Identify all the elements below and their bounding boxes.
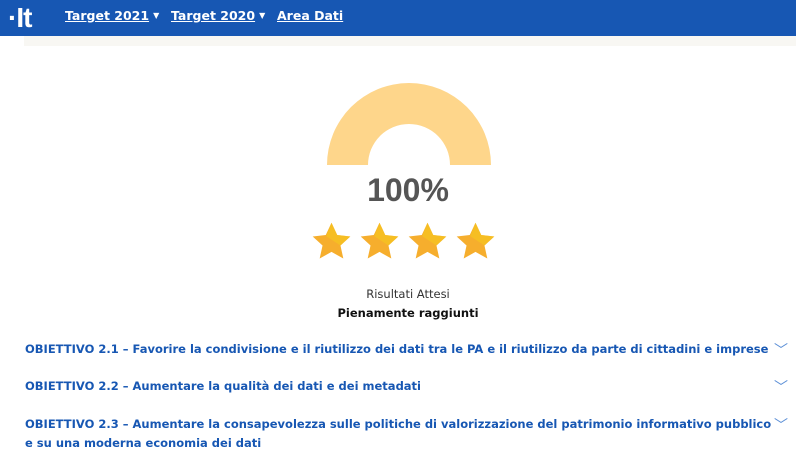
star-rating [310,220,497,263]
objective-accordion-2-2[interactable]: OBIETTIVO 2.2 – Aumentare la qualità dei… [25,377,775,396]
content-top-strip [24,36,796,46]
objective-accordion-2-1[interactable]: OBIETTIVO 2.1 – Favorire la condivisione… [25,340,775,359]
objective-label: OBIETTIVO 2.3 – Aumentare la consapevole… [25,417,772,450]
star-icon [456,222,495,259]
gauge-fill [327,83,491,165]
chevron-down-icon[interactable]: ﹀ [774,380,788,396]
nav-target-2021[interactable]: Target 2021 ▼ [65,8,159,23]
chevron-down-icon[interactable]: ﹀ [774,343,788,359]
star-icon [408,222,447,259]
result-status: Pienamente raggiunti [337,306,479,320]
caret-down-icon: ▼ [153,11,160,20]
result-title: Risultati Attesi [366,287,450,301]
objective-accordion-2-3[interactable]: OBIETTIVO 2.3 – Aumentare la consapevole… [25,415,775,453]
nav-label: Target 2020 [171,8,256,23]
nav-target-2020[interactable]: Target 2020 ▼ [171,8,265,23]
nav-label: Target 2021 [65,8,150,23]
star-icon [360,222,399,259]
caret-down-icon: ▼ [259,11,266,20]
gauge-percent: 100% [367,172,449,208]
objective-label: OBIETTIVO 2.1 – Favorire la condivisione… [25,342,769,356]
top-navbar: ·It Target 2021 ▼ Target 2020 ▼ Area Dati [0,0,796,36]
chevron-down-icon[interactable]: ﹀ [774,418,788,434]
site-logo[interactable]: ·It [8,2,32,33]
star-icon [312,222,351,259]
nav-area-dati[interactable]: Area Dati [277,8,344,23]
progress-gauge [327,83,491,165]
objective-label: OBIETTIVO 2.2 – Aumentare la qualità dei… [25,379,421,393]
